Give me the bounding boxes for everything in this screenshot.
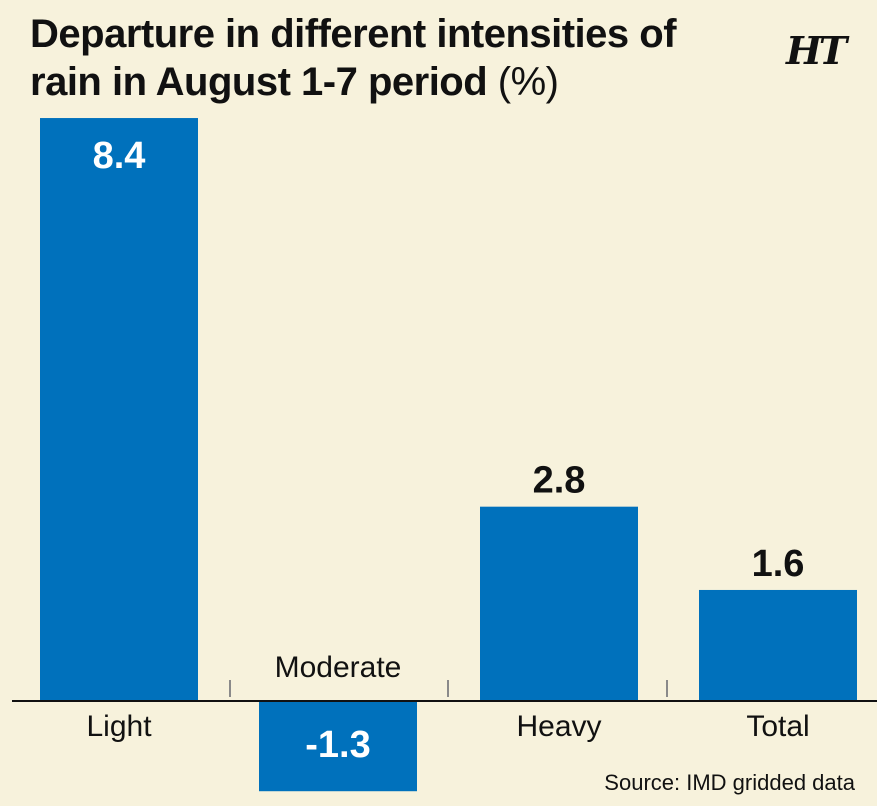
category-label-light: Light xyxy=(86,710,152,743)
ht-logo: HT xyxy=(786,28,847,73)
chart-title: Departure in different intensities of ra… xyxy=(30,10,750,106)
source-note: Source: IMD gridded data xyxy=(604,770,855,795)
value-label-light: 8.4 xyxy=(93,135,146,177)
value-label-moderate: -1.3 xyxy=(305,724,370,766)
bars-group xyxy=(40,118,857,792)
value-label-total: 1.6 xyxy=(752,543,805,585)
bar-light xyxy=(40,118,198,702)
value-label-heavy: 2.8 xyxy=(533,460,586,502)
category-label-heavy: Heavy xyxy=(516,710,601,743)
category-label-moderate: Moderate xyxy=(275,651,402,684)
labels-group: 8.4 Light -1.3 Moderate 2.8 Heavy 1.6 Total xyxy=(86,135,809,766)
bar-total xyxy=(699,589,857,701)
bar-heavy xyxy=(480,506,638,701)
chart-title-text: Departure in different intensities of ra… xyxy=(30,12,677,104)
bar-moderate xyxy=(259,701,417,792)
tick-marks-group xyxy=(229,680,668,697)
chart-title-unit: (%) xyxy=(497,60,559,104)
category-label-total: Total xyxy=(746,710,809,743)
